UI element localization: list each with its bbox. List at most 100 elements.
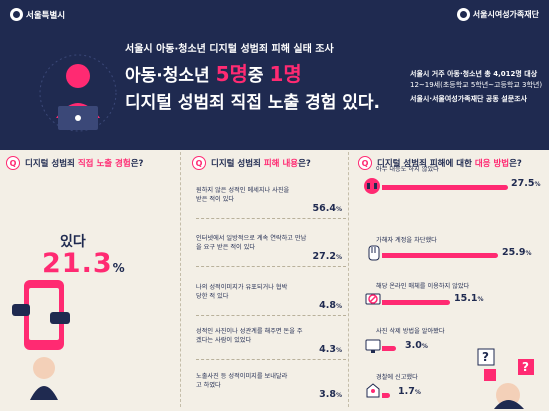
damage-value-number: 27.2 xyxy=(312,251,336,262)
q1-title-post: 은? xyxy=(130,159,144,169)
stop-hand-icon xyxy=(368,245,380,261)
response-value: 1.7% xyxy=(398,386,421,397)
response-value-number: 27.5 xyxy=(511,178,535,189)
svg-text:?: ? xyxy=(522,360,529,374)
q3-title-highlight: 대응 방법 xyxy=(474,159,510,169)
survey-info: 서울시 거주 아동·청소년 총 4,012명 대상 12~19세(초등학교 5학… xyxy=(410,69,542,105)
foundation-emblem-icon xyxy=(456,8,470,21)
headline-mid: 중 xyxy=(247,66,270,86)
damage-value-number: 4.3 xyxy=(319,344,336,355)
damage-value-unit: % xyxy=(335,347,342,354)
q3-title-pre: 디지털 성범죄 피해에 대한 xyxy=(377,159,475,169)
dashed-rule xyxy=(196,266,346,267)
damage-item: 인터넷에서 일방적으로 계속 연락하고 만남을 요구 받은 적이 있다 27.2… xyxy=(196,234,346,267)
foundation-logo: 서울시여성가족재단 xyxy=(456,8,539,21)
column-divider xyxy=(348,152,349,407)
org-left-label: 서울특별시 xyxy=(26,10,66,21)
question2-title: 디지털 성범죄 피해 내용은? xyxy=(211,157,311,169)
q1-unit: % xyxy=(112,261,126,275)
info-line1: 서울시 거주 아동·청소년 총 4,012명 대상 xyxy=(410,70,538,78)
question1-title: 디지털 성범죄 직접 노출 경험은? xyxy=(25,157,143,169)
q2-title-post: 은? xyxy=(298,159,311,169)
damage-text: 나의 성적이미지가 유포되거나 협박당한 적 있다 xyxy=(196,284,288,300)
damage-value-unit: % xyxy=(335,303,342,310)
damage-item: 나의 성적이미지가 유포되거나 협박당한 적 있다 4.8% xyxy=(196,283,346,316)
damage-value: 4.3% xyxy=(319,345,342,355)
question-icon: Q xyxy=(192,156,206,170)
response-bar xyxy=(382,185,508,190)
q2-title-pre: 디지털 성범죄 xyxy=(211,159,264,169)
q1-answer-value: 21.3% xyxy=(42,248,126,279)
response-value: 15.1% xyxy=(454,293,483,304)
q1-answer-label: 있다 xyxy=(60,234,86,250)
headline-pre: 아동·청소년 xyxy=(125,66,216,86)
survey-subtitle: 서울시 아동·청소년 디지털 성범죄 피해 실태 조사 xyxy=(125,44,334,55)
damage-item: 노출사진 등 성적이미지를 보내달라고 하였다 3.8% xyxy=(196,372,346,402)
damage-text: 인터넷에서 일방적으로 계속 연락하고 만남을 요구 받은 적이 있다 xyxy=(196,235,307,251)
monitor-icon xyxy=(365,339,381,353)
question3-section: Q 디지털 성범죄 피해에 대한 대응 방법은? xyxy=(352,150,549,411)
headline-num2: 1명 xyxy=(269,62,302,86)
damage-item: 원하지 않은 성적인 메세지나 사진을 받은 적이 있다 56.4% xyxy=(196,186,346,219)
damage-value: 3.8% xyxy=(319,390,342,400)
response-value: 3.0% xyxy=(405,340,428,351)
q1-title-highlight: 직접 노출 경험 xyxy=(77,159,131,169)
q3-title-post: 은? xyxy=(509,159,522,169)
response-bar xyxy=(382,253,498,258)
damage-value-unit: % xyxy=(335,254,342,261)
question2-heading: Q 디지털 성범죄 피해 내용은? xyxy=(192,156,311,170)
q1-value: 21.3 xyxy=(42,248,113,279)
response-value: 27.5% xyxy=(511,178,540,189)
response-value-number: 1.7 xyxy=(398,386,415,397)
police-icon xyxy=(366,383,380,398)
column-divider xyxy=(180,152,181,407)
seoul-logo: 서울특별시 xyxy=(10,8,65,21)
svg-text:?: ? xyxy=(482,350,489,364)
response-value: 25.9% xyxy=(502,247,531,258)
headline-line2: 디지털 성범죄 직접 노출 경험 있다. xyxy=(125,93,381,113)
damage-text: 성적인 사진이나 성관계를 해주면 돈을 주겠다는 사람이 있었다 xyxy=(196,328,303,344)
damage-value-number: 56.4 xyxy=(312,203,336,214)
damage-item: 성적인 사진이나 성관계를 해주면 돈을 주겠다는 사람이 있었다 4.3% xyxy=(196,327,346,360)
dashed-rule xyxy=(196,359,346,360)
info-line2: 12~19세(초등학교 5학년~고등학교 3학년) xyxy=(410,81,543,89)
damage-value: 4.8% xyxy=(319,301,342,311)
dashed-rule xyxy=(196,218,346,219)
damage-value-number: 4.8 xyxy=(319,300,336,311)
response-value-unit: % xyxy=(421,343,428,350)
q2-title-highlight: 피해 내용 xyxy=(263,159,299,169)
response-value-unit: % xyxy=(477,296,484,303)
response-value-number: 25.9 xyxy=(502,247,526,258)
response-text: 가해자 계정을 차단했다 xyxy=(376,237,437,244)
question3-title: 디지털 성범죄 피해에 대한 대응 방법은? xyxy=(377,157,522,169)
damage-value: 27.2% xyxy=(313,252,342,262)
smartphone-illustration xyxy=(12,280,70,400)
q1-title-pre: 디지털 성범죄 xyxy=(25,159,78,169)
response-value-number: 15.1 xyxy=(454,293,478,304)
response-bar xyxy=(382,346,396,351)
question-icon: Q xyxy=(6,156,20,170)
damage-value-unit: % xyxy=(335,392,342,399)
damage-value: 56.4% xyxy=(313,204,342,214)
response-text: 아무 대응도 하지 않았다 xyxy=(376,166,439,173)
damage-value-number: 3.8 xyxy=(319,389,336,400)
frustrated-face-icon xyxy=(364,178,380,194)
laptop-user-illustration xyxy=(39,54,117,132)
response-bar xyxy=(382,300,450,305)
question-icon: Q xyxy=(358,156,372,170)
prohibited-icon xyxy=(365,293,381,305)
response-text: 경찰에 신고했다 xyxy=(376,374,418,381)
headline-num1: 5명 xyxy=(215,62,248,86)
damage-text: 원하지 않은 성적인 메세지나 사진을 받은 적이 있다 xyxy=(196,187,290,203)
question1-heading: Q 디지털 성범죄 직접 노출 경험은? xyxy=(6,156,143,170)
response-value-unit: % xyxy=(414,389,421,396)
response-text: 사진 삭제 방법을 알아봤다 xyxy=(376,328,445,335)
question3-heading: Q 디지털 성범죄 피해에 대한 대응 방법은? xyxy=(358,156,522,170)
question1-section: Q 디지털 성범죄 직접 노출 경험은? xyxy=(0,150,176,411)
headline-line1: 아동·청소년 5명중 1명 xyxy=(125,58,302,87)
response-value-unit: % xyxy=(534,181,541,188)
org-right-label: 서울시여성가족재단 xyxy=(472,10,539,19)
dashed-rule xyxy=(196,315,346,316)
confused-person-illustration: ? ? xyxy=(477,348,534,409)
question2-section: Q 디지털 성범죄 피해 내용은? xyxy=(186,150,346,411)
